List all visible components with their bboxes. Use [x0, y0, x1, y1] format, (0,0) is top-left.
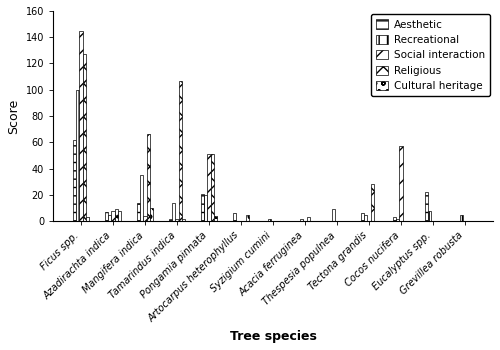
Bar [204, 195, 208, 221]
Bar [112, 211, 114, 221]
Bar [144, 216, 146, 221]
Bar [332, 209, 336, 221]
Bar [246, 215, 249, 221]
Bar [80, 31, 82, 221]
Bar [400, 146, 402, 221]
Bar [108, 215, 112, 221]
Bar [460, 215, 464, 221]
X-axis label: Tree species: Tree species [230, 330, 316, 343]
Bar [182, 218, 185, 221]
Legend: Aesthetic, Recreational, Social interaction, Religious, Cultural heritage: Aesthetic, Recreational, Social interact… [370, 14, 490, 97]
Bar [201, 194, 204, 221]
Bar [73, 140, 76, 221]
Bar [150, 208, 153, 221]
Bar [306, 217, 310, 221]
Bar [172, 203, 176, 221]
Bar [396, 218, 400, 221]
Bar [268, 218, 272, 221]
Bar [208, 154, 210, 221]
Bar [370, 184, 374, 221]
Bar [178, 80, 182, 221]
Bar [140, 175, 143, 221]
Y-axis label: Score: Score [7, 98, 20, 134]
Bar [176, 218, 178, 221]
Bar [118, 211, 121, 221]
Bar [76, 90, 80, 221]
Bar [425, 192, 428, 221]
Bar [300, 218, 304, 221]
Bar [364, 215, 368, 221]
Bar [82, 54, 86, 221]
Bar [114, 209, 118, 221]
Bar [210, 154, 214, 221]
Bar [169, 218, 172, 221]
Bar [428, 211, 432, 221]
Bar [233, 213, 236, 221]
Bar [393, 217, 396, 221]
Bar [361, 213, 364, 221]
Bar [86, 217, 89, 221]
Bar [105, 212, 108, 221]
Bar [214, 216, 217, 221]
Bar [137, 203, 140, 221]
Bar [146, 134, 150, 221]
